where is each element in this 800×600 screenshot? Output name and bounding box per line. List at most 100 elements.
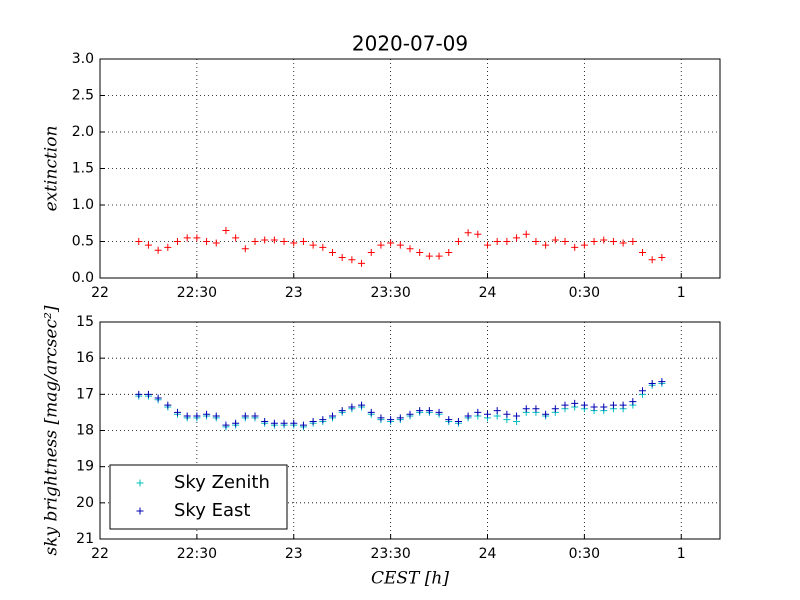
point	[639, 248, 646, 256]
point	[629, 238, 637, 245]
point	[280, 419, 288, 427]
point	[241, 412, 249, 420]
y-tick-label: 16	[76, 350, 94, 366]
point	[542, 410, 550, 418]
y-tick-label: 15	[76, 314, 94, 330]
y-tick-label: 0.5	[72, 234, 94, 250]
point	[416, 407, 424, 415]
point	[329, 412, 336, 420]
y-tick-label: 19	[76, 459, 94, 475]
point	[406, 245, 414, 253]
point	[193, 234, 201, 242]
point	[203, 238, 211, 245]
point	[425, 252, 433, 260]
point	[474, 408, 482, 416]
point	[435, 252, 443, 260]
point	[532, 405, 540, 413]
point	[522, 405, 530, 413]
y-tick-label: 1.5	[72, 161, 94, 177]
y-tick-label: 17	[76, 386, 94, 402]
point	[309, 417, 317, 425]
point	[454, 238, 462, 245]
x-tick-label: 0:30	[569, 285, 600, 301]
point	[183, 412, 191, 420]
x-tick-label: 23:30	[370, 285, 410, 301]
point	[474, 230, 482, 238]
y-tick-label: 2.0	[72, 124, 94, 140]
y-tick-label: 2.5	[72, 88, 94, 104]
point	[193, 412, 201, 420]
point	[270, 419, 278, 427]
x-tick-label: 24	[479, 285, 497, 301]
point	[135, 390, 143, 398]
x-tick-label: 23	[285, 546, 303, 562]
point	[571, 243, 579, 251]
point	[425, 407, 433, 415]
point	[561, 238, 569, 245]
point	[222, 421, 230, 429]
point	[484, 410, 491, 418]
point	[329, 248, 336, 256]
point	[183, 234, 191, 242]
y-tick-label: 1.0	[72, 197, 94, 213]
point	[251, 412, 259, 420]
point	[251, 238, 259, 245]
point	[648, 256, 656, 264]
y-tick-label: 0.0	[72, 270, 94, 286]
point	[290, 419, 298, 427]
legend-label: Sky East	[174, 500, 250, 521]
point	[232, 419, 240, 427]
point	[571, 399, 579, 407]
point	[493, 238, 501, 245]
point	[319, 243, 327, 251]
point	[551, 236, 559, 244]
point	[464, 229, 472, 237]
point	[493, 407, 501, 415]
point	[445, 416, 453, 424]
point	[658, 378, 666, 386]
point	[590, 238, 598, 245]
point	[532, 238, 540, 245]
point	[658, 254, 666, 262]
point	[542, 241, 550, 249]
point	[338, 254, 346, 262]
x-tick-label: 1	[677, 285, 686, 301]
point	[174, 408, 181, 416]
x-tick-label: 23:30	[370, 546, 410, 562]
point	[358, 259, 366, 267]
point	[396, 414, 404, 422]
point	[464, 412, 472, 420]
point	[600, 236, 608, 244]
axes-frame	[99, 321, 721, 540]
point	[387, 416, 395, 424]
point	[619, 239, 627, 247]
point	[232, 234, 240, 242]
x-tick-label: 22:30	[177, 546, 217, 562]
point	[338, 407, 346, 415]
y-tick-label: 20	[76, 495, 94, 511]
point	[144, 390, 152, 398]
point	[600, 403, 608, 411]
point	[280, 238, 288, 245]
x-tick-label: 22:30	[177, 285, 217, 301]
point	[580, 241, 588, 249]
point	[290, 239, 298, 247]
point	[435, 408, 443, 416]
point	[367, 248, 375, 256]
point	[639, 387, 646, 395]
point	[367, 408, 375, 416]
point	[377, 414, 385, 422]
point	[454, 417, 462, 425]
point	[144, 241, 152, 249]
point	[619, 401, 627, 409]
point	[590, 403, 598, 411]
point	[513, 234, 521, 242]
point	[299, 421, 307, 429]
point	[609, 238, 617, 245]
point	[484, 241, 491, 249]
legend-box	[109, 464, 288, 530]
y-tick-label: 3.0	[72, 51, 94, 67]
chart-title: 2020-07-09	[352, 32, 468, 56]
point	[503, 410, 511, 418]
x-tick-label: 1	[677, 546, 686, 562]
